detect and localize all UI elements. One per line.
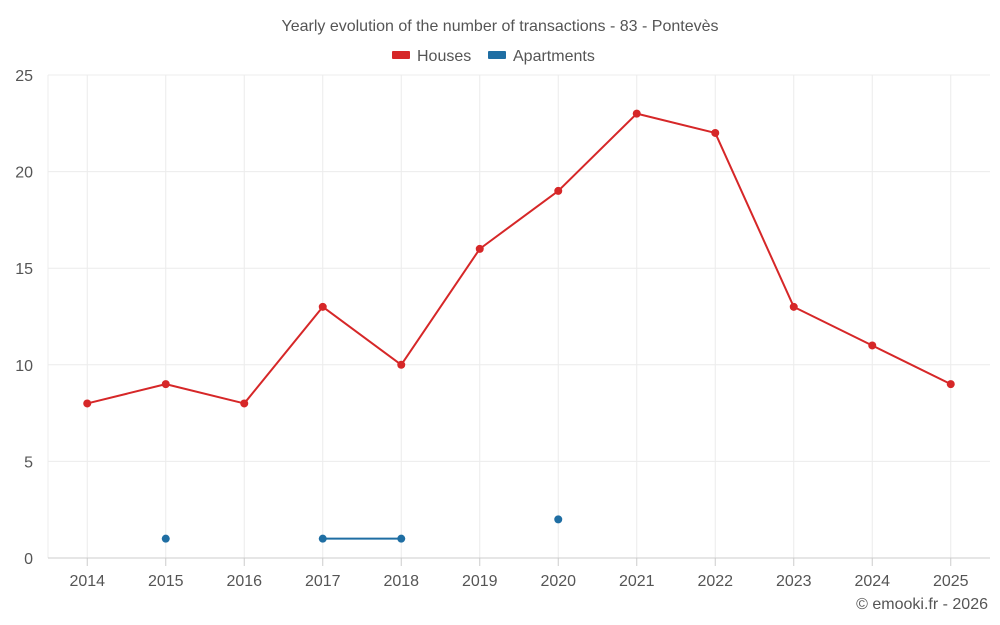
data-point-apartments[interactable] — [318, 534, 327, 543]
credit-text: © emooki.fr - 2026 — [856, 596, 988, 613]
data-point-houses[interactable] — [946, 380, 955, 389]
data-point-houses[interactable] — [240, 399, 249, 408]
y-tick-label: 0 — [24, 551, 33, 568]
y-tick-label: 25 — [15, 68, 33, 85]
series — [83, 109, 955, 543]
data-point-houses[interactable] — [868, 341, 877, 350]
series-houses — [83, 109, 955, 408]
x-tick-label: 2017 — [305, 573, 341, 590]
y-tick-label: 5 — [24, 454, 33, 471]
data-point-houses[interactable] — [554, 186, 563, 195]
data-point-apartments[interactable] — [397, 534, 406, 543]
data-point-houses[interactable] — [475, 244, 484, 253]
legend-swatch-houses — [392, 51, 410, 59]
grid — [47, 74, 990, 558]
x-tick-label: 2025 — [933, 573, 969, 590]
x-tick-label: 2021 — [619, 573, 655, 590]
series-line-houses — [87, 112, 952, 405]
data-point-houses[interactable] — [83, 399, 92, 408]
y-tick-label: 20 — [15, 165, 33, 182]
y-tick-label: 10 — [15, 358, 33, 375]
data-point-houses[interactable] — [632, 109, 641, 118]
data-point-houses[interactable] — [318, 302, 327, 311]
data-point-houses[interactable] — [711, 128, 720, 137]
y-tick-label: 15 — [15, 261, 33, 278]
x-tick-label: 2020 — [540, 573, 576, 590]
x-tick-label: 2015 — [148, 573, 184, 590]
legend-swatch-apartments — [488, 51, 506, 59]
data-point-apartments[interactable] — [161, 534, 170, 543]
legend-item-apartments[interactable]: Apartments — [488, 48, 595, 65]
x-tick-label: 2016 — [226, 573, 262, 590]
legend-label-apartments: Apartments — [513, 48, 595, 65]
legend-item-houses[interactable]: Houses — [392, 48, 471, 65]
x-tick-label: 2019 — [462, 573, 498, 590]
legend-label-houses: Houses — [417, 48, 471, 65]
legend: Houses Apartments — [392, 48, 595, 65]
x-tick-label: 2018 — [383, 573, 419, 590]
x-tick-label: 2024 — [854, 573, 890, 590]
data-point-apartments[interactable] — [554, 515, 563, 524]
x-tick-label: 2014 — [69, 573, 105, 590]
data-point-houses[interactable] — [161, 380, 170, 389]
chart-title: Yearly evolution of the number of transa… — [282, 18, 719, 35]
x-tick-label: 2023 — [776, 573, 812, 590]
data-point-houses[interactable] — [789, 302, 798, 311]
data-point-houses[interactable] — [397, 360, 406, 369]
x-tick-label: 2022 — [697, 573, 733, 590]
series-apartments — [161, 515, 563, 543]
